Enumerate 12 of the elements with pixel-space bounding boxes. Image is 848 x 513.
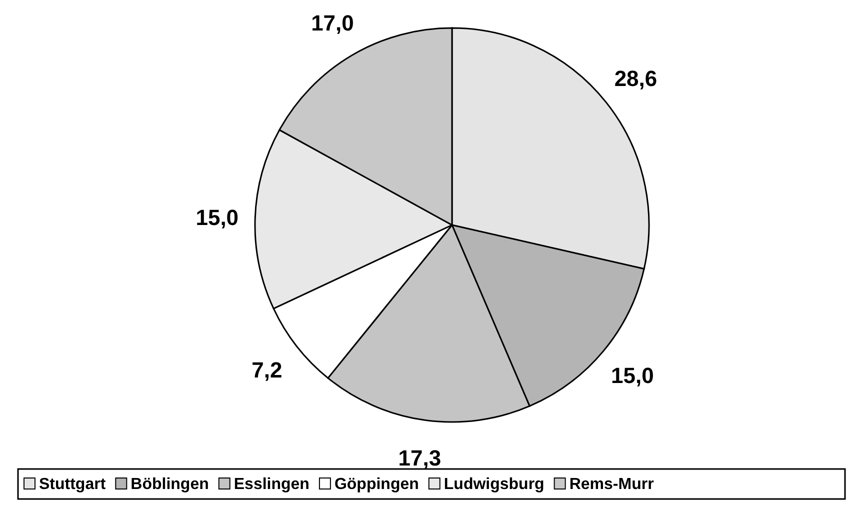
legend-label: Göppingen [334, 476, 419, 493]
legend-label: Rems-Murr [569, 476, 654, 493]
data-label: 7,2 [252, 357, 282, 382]
data-label: 17,0 [311, 10, 354, 36]
legend-label: Ludwigsburg [444, 476, 544, 493]
legend-label: Böblingen [130, 476, 209, 493]
legend-label: Stuttgart [39, 476, 106, 493]
data-label: 28,6 [614, 66, 658, 92]
data-label: 15,0 [196, 204, 239, 230]
legend-label: Esslingen [234, 476, 310, 493]
data-label: 17,3 [398, 445, 442, 470]
data-label: 15,0 [611, 363, 654, 388]
